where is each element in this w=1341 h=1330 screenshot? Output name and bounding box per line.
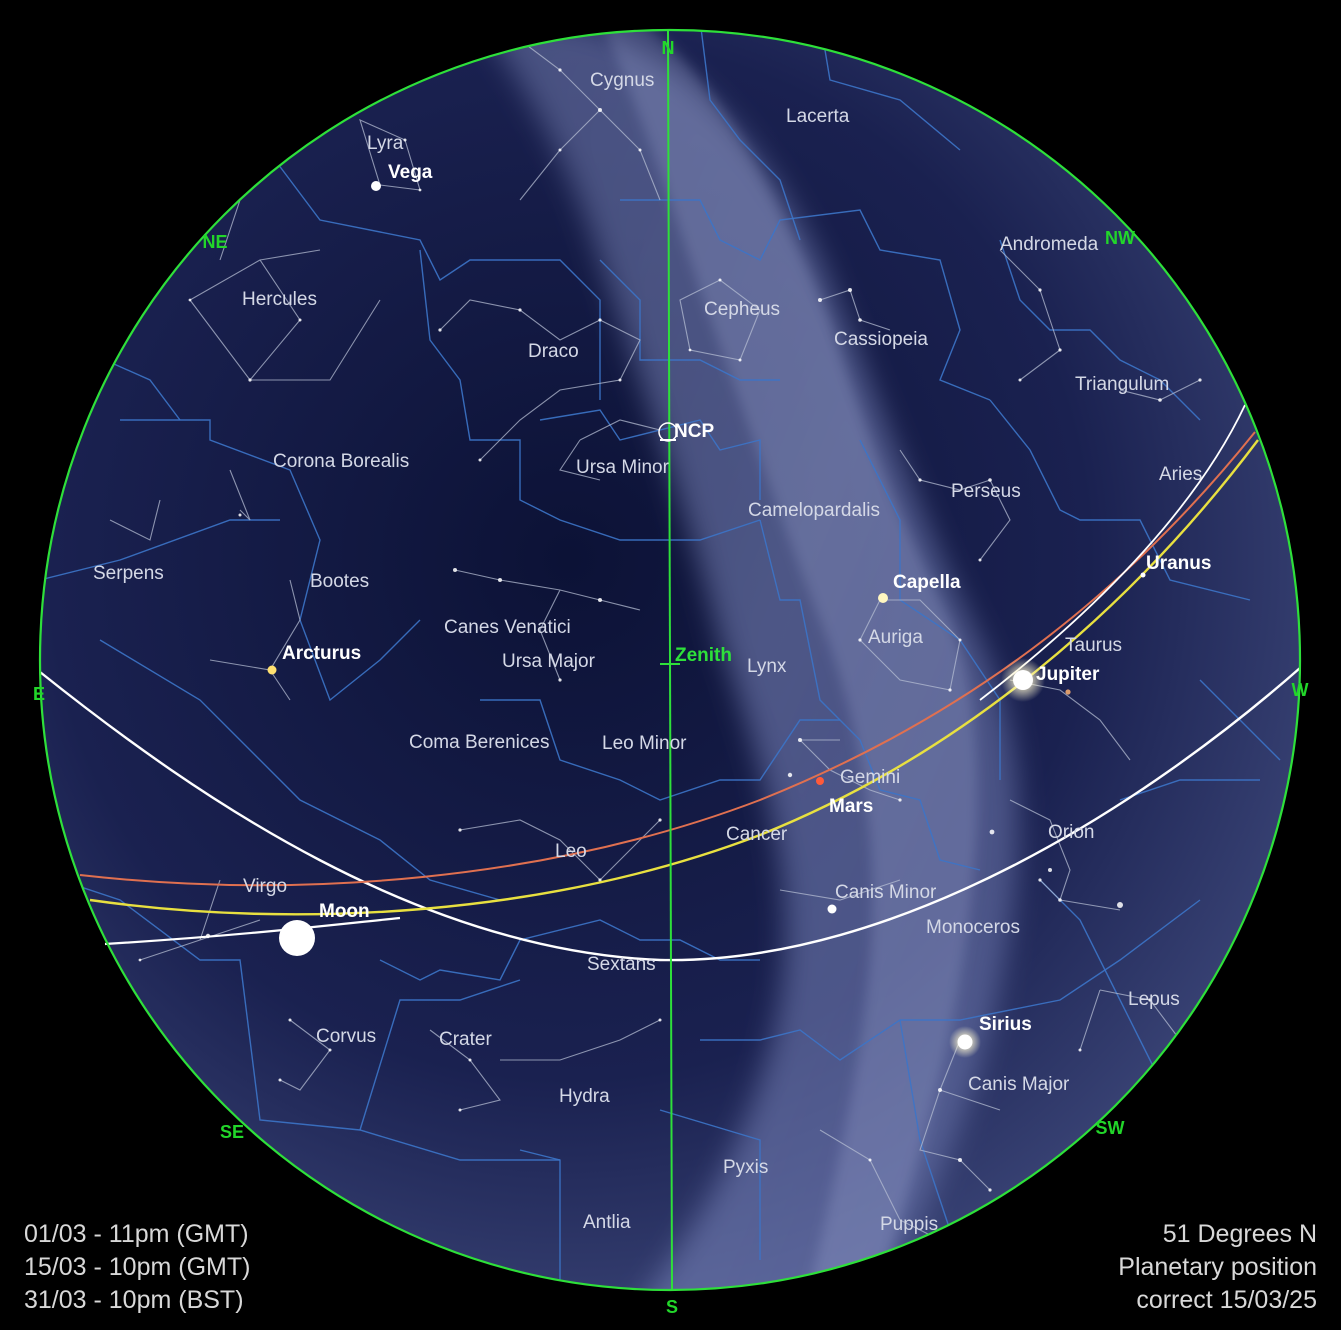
label-hercules: Hercules [242, 289, 317, 310]
procyon-star [827, 904, 837, 914]
ecliptic [89, 439, 1259, 916]
compass-ne: NE [202, 232, 227, 252]
date-note-1: 01/03 - 11pm (GMT) [24, 1220, 249, 1248]
label-cancer: Cancer [726, 824, 788, 845]
label-sextans: Sextans [587, 954, 656, 975]
jupiter-planet [1013, 670, 1033, 690]
label-aries: Aries [1159, 464, 1202, 485]
moon-path [79, 431, 1256, 887]
vega-star [371, 181, 381, 191]
compass-sw: SW [1096, 1118, 1125, 1138]
label-auriga: Auriga [868, 627, 923, 648]
label-cepheus: Cepheus [704, 299, 780, 320]
label-lacerta: Lacerta [786, 106, 850, 127]
label-moon: Moon [319, 901, 370, 922]
label-coma-berenices: Coma Berenices [409, 732, 549, 753]
label-leo-minor: Leo Minor [602, 733, 687, 754]
arcturus-star [267, 665, 277, 675]
label-cassiopeia: Cassiopeia [834, 329, 928, 350]
date-note-3: 31/03 - 10pm (BST) [24, 1286, 244, 1314]
label-canis-major: Canis Major [968, 1074, 1070, 1095]
label-bootes: Bootes [310, 571, 369, 592]
label-monoceros: Monoceros [926, 917, 1020, 938]
compass-e: E [33, 684, 45, 704]
label-cygnus: Cygnus [590, 70, 654, 91]
zenith-label: Zenith [675, 645, 732, 666]
label-crater: Crater [439, 1029, 492, 1050]
planetary-note: Planetary position [1118, 1253, 1317, 1281]
label-gemini: Gemini [840, 767, 900, 788]
label-antlia: Antlia [583, 1212, 631, 1233]
label-pyxis: Pyxis [723, 1157, 768, 1178]
compass-se: SE [220, 1122, 244, 1142]
label-leo: Leo [555, 841, 587, 862]
constellation-boundaries [40, 30, 1281, 1280]
label-canis-minor: Canis Minor [835, 882, 937, 903]
label-hydra: Hydra [559, 1086, 610, 1107]
compass-nw: NW [1105, 228, 1135, 248]
sirius-star [957, 1034, 973, 1050]
date-note-2: 15/03 - 10pm (GMT) [24, 1253, 251, 1281]
label-perseus: Perseus [951, 481, 1021, 502]
background-stars [138, 38, 1202, 1242]
label-corvus: Corvus [316, 1026, 376, 1047]
label-serpens: Serpens [93, 563, 164, 584]
mars-planet [816, 777, 824, 785]
label-jupiter: Jupiter [1036, 664, 1100, 685]
latitude-note: 51 Degrees N [1162, 1220, 1317, 1248]
equator-extension [104, 916, 401, 946]
label-andromeda: Andromeda [1000, 234, 1099, 255]
label-uranus: Uranus [1146, 553, 1211, 574]
date-notes: 01/03 - 11pm (GMT) 15/03 - 10pm (GMT) 31… [24, 1218, 250, 1317]
compass-s: S [666, 1297, 678, 1317]
label-lepus: Lepus [1128, 989, 1180, 1010]
label-corona-borealis: Corona Borealis [273, 451, 409, 472]
ncp-label: NCP [674, 421, 714, 442]
horizon-circle [38, 28, 1302, 1292]
label-sirius: Sirius [979, 1014, 1032, 1035]
uranus-dot [1140, 572, 1146, 578]
location-notes: 51 Degrees N Planetary position correct … [1118, 1218, 1317, 1317]
moon-disk [279, 920, 315, 956]
label-canes-venatici: Canes Venatici [444, 617, 571, 638]
label-orion: Orion [1048, 822, 1094, 843]
label-triangulum: Triangulum [1075, 374, 1169, 395]
celestial-equator [39, 667, 1301, 962]
correct-date-note: correct 15/03/25 [1136, 1286, 1317, 1314]
label-arcturus: Arcturus [282, 643, 361, 664]
label-mars: Mars [829, 796, 873, 817]
milky-way-core [600, 30, 978, 1290]
meridian-line [667, 29, 673, 1291]
label-taurus: Taurus [1065, 635, 1122, 656]
label-draco: Draco [528, 341, 579, 362]
label-ursa-major: Ursa Major [502, 651, 596, 672]
label-ursa-minor: Ursa Minor [576, 457, 670, 478]
label-lynx: Lynx [747, 656, 787, 677]
capella-star [878, 593, 888, 603]
compass-w: W [1292, 680, 1309, 700]
label-lyra: Lyra [367, 133, 404, 154]
label-virgo: Virgo [243, 876, 287, 897]
label-puppis: Puppis [880, 1214, 938, 1235]
compass-n: N [662, 38, 675, 58]
label-capella: Capella [893, 572, 961, 593]
label-vega: Vega [388, 162, 433, 183]
label-camelopardalis: Camelopardalis [748, 500, 880, 521]
